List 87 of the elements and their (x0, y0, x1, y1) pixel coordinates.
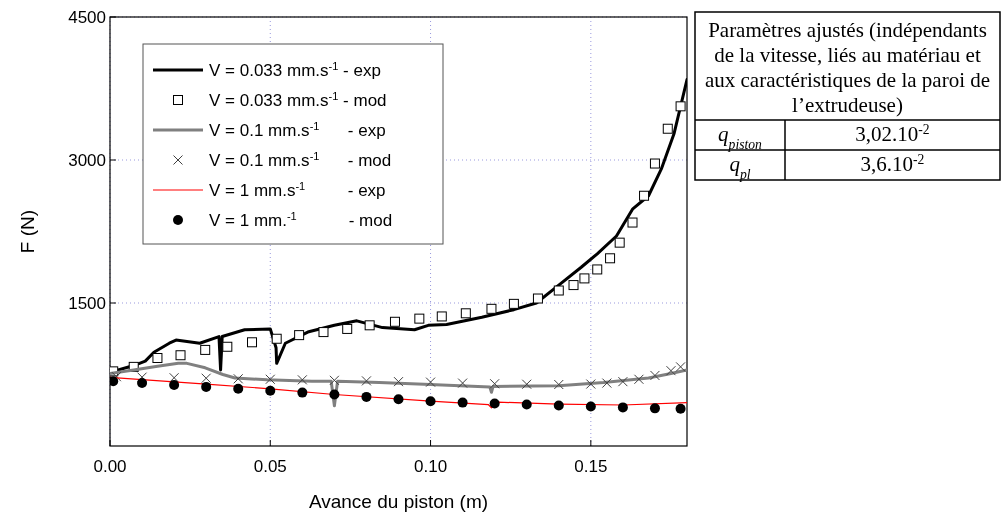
x-axis-title: Avance du piston (m) (308, 491, 489, 512)
y-tick-label: 3000 (68, 151, 106, 170)
point (553, 285, 564, 296)
point (675, 101, 686, 112)
point (294, 330, 305, 341)
legend-label: V = 0.033 mm.s$^{-1}$ - mod (209, 90, 387, 110)
point (297, 387, 308, 398)
point (649, 158, 660, 169)
text: V = 1 mm.s$^{-1}$ - exp (209, 180, 386, 200)
point (265, 374, 276, 385)
point (489, 398, 500, 409)
point (247, 337, 258, 348)
point (662, 123, 673, 134)
point (521, 399, 532, 410)
text: 3,02.10$^{-2}$ (855, 121, 930, 146)
text: V = 0.1 mm.s$^{-1}$ - mod (209, 150, 392, 170)
point (329, 389, 340, 400)
point (436, 311, 447, 322)
point (200, 344, 211, 355)
x-tick-label: 0.05 (253, 457, 287, 476)
point (364, 320, 375, 331)
x-tick-label: 0.10 (414, 457, 448, 476)
point (425, 377, 436, 388)
point (639, 190, 650, 201)
point (617, 402, 628, 413)
point (233, 383, 244, 394)
legend-label: V = 0.033 mm.s$^{-1}$ - exp (209, 60, 381, 80)
text: Paramètres ajustés (indépendants de la vitesse, liés au matériau et aux caractéristiques de la paroi de l’extrudeuse) (704, 18, 991, 117)
point (329, 375, 340, 386)
point (592, 264, 603, 275)
point (585, 401, 596, 412)
point (649, 370, 660, 381)
point (318, 327, 329, 338)
point (486, 303, 497, 314)
point (605, 253, 616, 264)
x-tick-label: 0.15 (574, 457, 608, 476)
point (297, 374, 308, 385)
text: V = 0.1 mm.s$^{-1}$ - exp (209, 120, 386, 140)
point (201, 373, 212, 384)
point (649, 403, 660, 414)
point (579, 273, 590, 284)
point (457, 378, 468, 389)
point (265, 385, 276, 396)
point (342, 323, 353, 334)
point (460, 308, 471, 319)
point (222, 341, 233, 352)
point (111, 371, 122, 382)
point (675, 361, 686, 372)
point (393, 394, 404, 405)
point (601, 378, 612, 389)
x-tick-label: 0.00 (93, 457, 127, 476)
point (627, 217, 638, 228)
point (617, 376, 628, 387)
point (361, 391, 372, 402)
point (568, 280, 579, 291)
point (633, 374, 644, 385)
point (508, 298, 519, 309)
text: q$_{piston}$ (718, 122, 763, 152)
point (361, 375, 372, 386)
point (389, 316, 400, 327)
y-axis-title: F (N) (17, 209, 38, 254)
point (233, 373, 244, 384)
point (521, 379, 532, 390)
text: q$_{pl}$ (729, 152, 751, 182)
point (614, 237, 625, 248)
point (585, 379, 596, 390)
point (169, 372, 180, 383)
point (393, 376, 404, 387)
text: V = 1 mm.$^{-1}$ - mod (209, 210, 393, 230)
point (425, 396, 436, 407)
point (553, 400, 564, 411)
y-tick-label: 4500 (68, 8, 106, 27)
point (271, 333, 282, 344)
point (137, 378, 148, 389)
point (665, 365, 676, 376)
point (553, 379, 564, 390)
point (532, 293, 543, 304)
point (169, 379, 180, 390)
point (175, 350, 186, 361)
y-tick-label: 1500 (68, 294, 106, 313)
point (489, 378, 500, 389)
text: 3,6.10$^{-2}$ (860, 151, 925, 176)
point (201, 381, 212, 392)
point (675, 403, 686, 414)
point (110, 376, 119, 387)
point (457, 397, 468, 408)
point (414, 313, 425, 324)
